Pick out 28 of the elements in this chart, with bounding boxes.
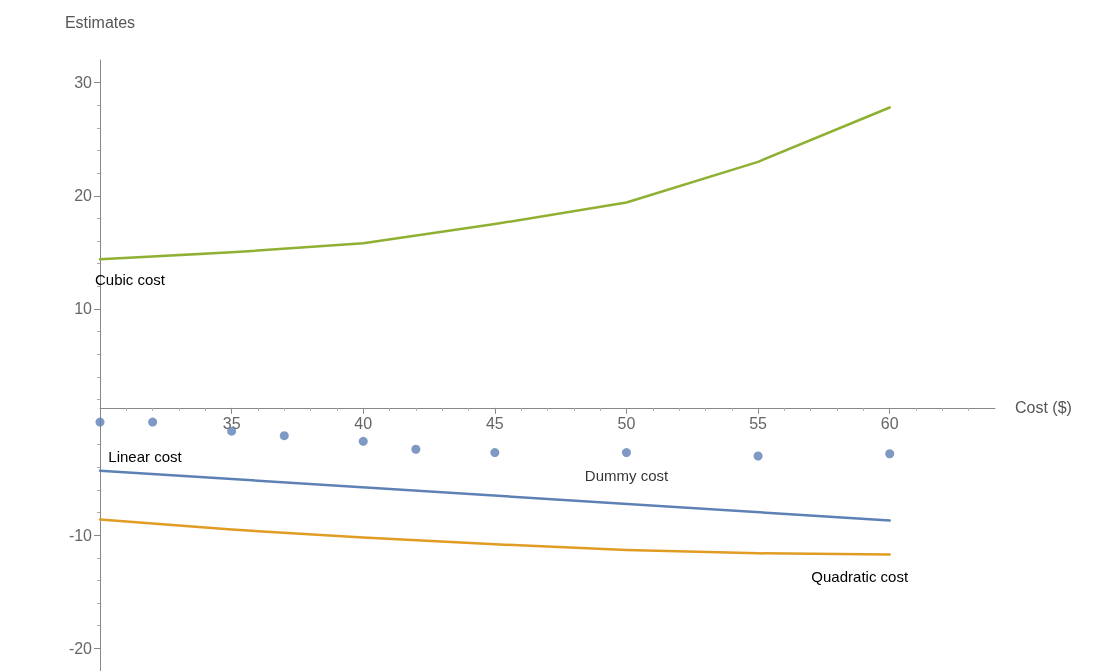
x-axis-title: Cost ($) (1015, 399, 1072, 417)
series-label: Cubic cost (94, 271, 166, 289)
x-tick-label: 55 (749, 415, 768, 433)
point (148, 417, 158, 427)
y-tick-label: 20 (74, 187, 93, 205)
point (753, 451, 763, 461)
line-series (98, 106, 891, 261)
x-tick-label: 50 (617, 415, 636, 433)
y-axis-title: Estimates (64, 13, 136, 31)
x-tick-label: 45 (485, 415, 504, 433)
point (95, 417, 105, 427)
point (621, 448, 631, 458)
line-series (98, 518, 891, 556)
y-tick-label: -10 (68, 526, 93, 544)
point (279, 431, 289, 441)
y-tick-label: 30 (74, 74, 93, 92)
x-tick-label: 40 (354, 415, 373, 433)
x-tick-label: 35 (222, 415, 241, 433)
point (411, 444, 421, 454)
series-label: Linear cost (108, 447, 183, 465)
x-tick-label: 60 (880, 415, 899, 433)
point (490, 448, 500, 458)
point (885, 449, 895, 459)
series-label: Dummy cost (584, 467, 669, 485)
y-tick-label: 10 (74, 300, 93, 318)
series-label: Quadratic cost (811, 568, 909, 586)
y-tick-label: -20 (68, 639, 93, 657)
point (358, 436, 368, 446)
